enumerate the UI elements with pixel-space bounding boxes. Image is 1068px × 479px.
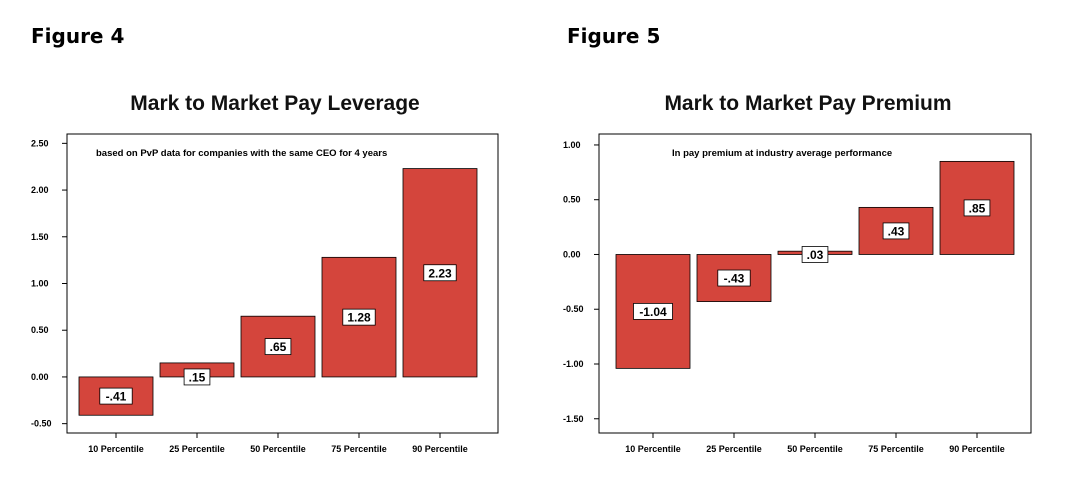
chart-2-y-tick-label: 0.50 (563, 195, 581, 205)
chart-2-y-tick-label: 0.00 (563, 249, 581, 259)
chart-1-category-label: 25 Percentile (169, 444, 225, 454)
chart-1-y-tick-label: 2.50 (31, 138, 49, 148)
chart-1-data-label: 1.28 (347, 311, 371, 325)
chart-2-y-tick-label: -1.50 (563, 414, 584, 424)
chart-1-data-label: 2.23 (428, 266, 452, 280)
chart-2-data-label-box (963, 199, 991, 217)
chart-2-bar (858, 206, 934, 255)
chart-1-annotation: based on PvP data for companies with the… (96, 148, 387, 159)
chart-1-data-label-box (423, 264, 457, 282)
chart-1-data-label-box (342, 308, 376, 326)
chart-1-y-tick-label: 1.50 (31, 232, 49, 242)
chart-2-category-label: 90 Percentile (949, 444, 1005, 454)
chart-2-category-label: 10 Percentile (625, 444, 681, 454)
chart-2-category-label: 50 Percentile (787, 444, 843, 454)
chart-1-y-tick-label: 0.50 (31, 325, 49, 335)
chart-1-category-label: 90 Percentile (412, 444, 468, 454)
chart-1-category-label: 75 Percentile (331, 444, 387, 454)
chart-1-data-label: .65 (270, 340, 287, 354)
chart-2-data-label: .43 (888, 224, 905, 238)
chart-1-data-label-box (264, 338, 292, 355)
figure-5-label: Figure 5 (567, 24, 661, 48)
figure-4-label: Figure 4 (31, 24, 125, 48)
chart-1-category-label: 50 Percentile (250, 444, 306, 454)
chart-1-y-tick-label: 2.00 (31, 185, 49, 195)
chart-1-y-tick-label: -0.50 (31, 419, 52, 429)
chart-1-data-label: .15 (189, 370, 206, 384)
chart-1-y-tick-label: 0.00 (31, 372, 49, 382)
chart-2-annotation: In pay premium at industry average perfo… (672, 148, 892, 159)
chart-2-data-label-box (882, 222, 910, 240)
chart-1-data-label-box (99, 387, 133, 405)
chart-2-data-label-box (633, 303, 673, 320)
chart-2-data-label: -1.04 (639, 305, 667, 319)
chart-2-category-label: 25 Percentile (706, 444, 762, 454)
chart-1-data-label: -.41 (106, 390, 127, 404)
chart-2-y-tick-label: -0.50 (563, 304, 584, 314)
chart-2-data-label-box (801, 246, 829, 263)
chart-1-data-label-box (183, 368, 211, 386)
chart-1-y-tick-label: 1.00 (31, 279, 49, 289)
chart-2-data-label: -.43 (724, 272, 745, 286)
chart-2-y-tick-label: 1.00 (563, 140, 581, 150)
chart-2-title: Mark to Market Pay Premium (664, 92, 952, 115)
chart-2-data-label: .03 (807, 248, 824, 262)
chart-2-category-label: 75 Percentile (868, 444, 924, 454)
chart-1-category-label: 10 Percentile (88, 444, 144, 454)
chart-2-data-label: .85 (969, 201, 986, 215)
chart-2-data-label-box (717, 269, 751, 287)
chart-2-y-tick-label: -1.00 (563, 359, 584, 369)
chart-1-title: Mark to Market Pay Leverage (130, 92, 420, 115)
